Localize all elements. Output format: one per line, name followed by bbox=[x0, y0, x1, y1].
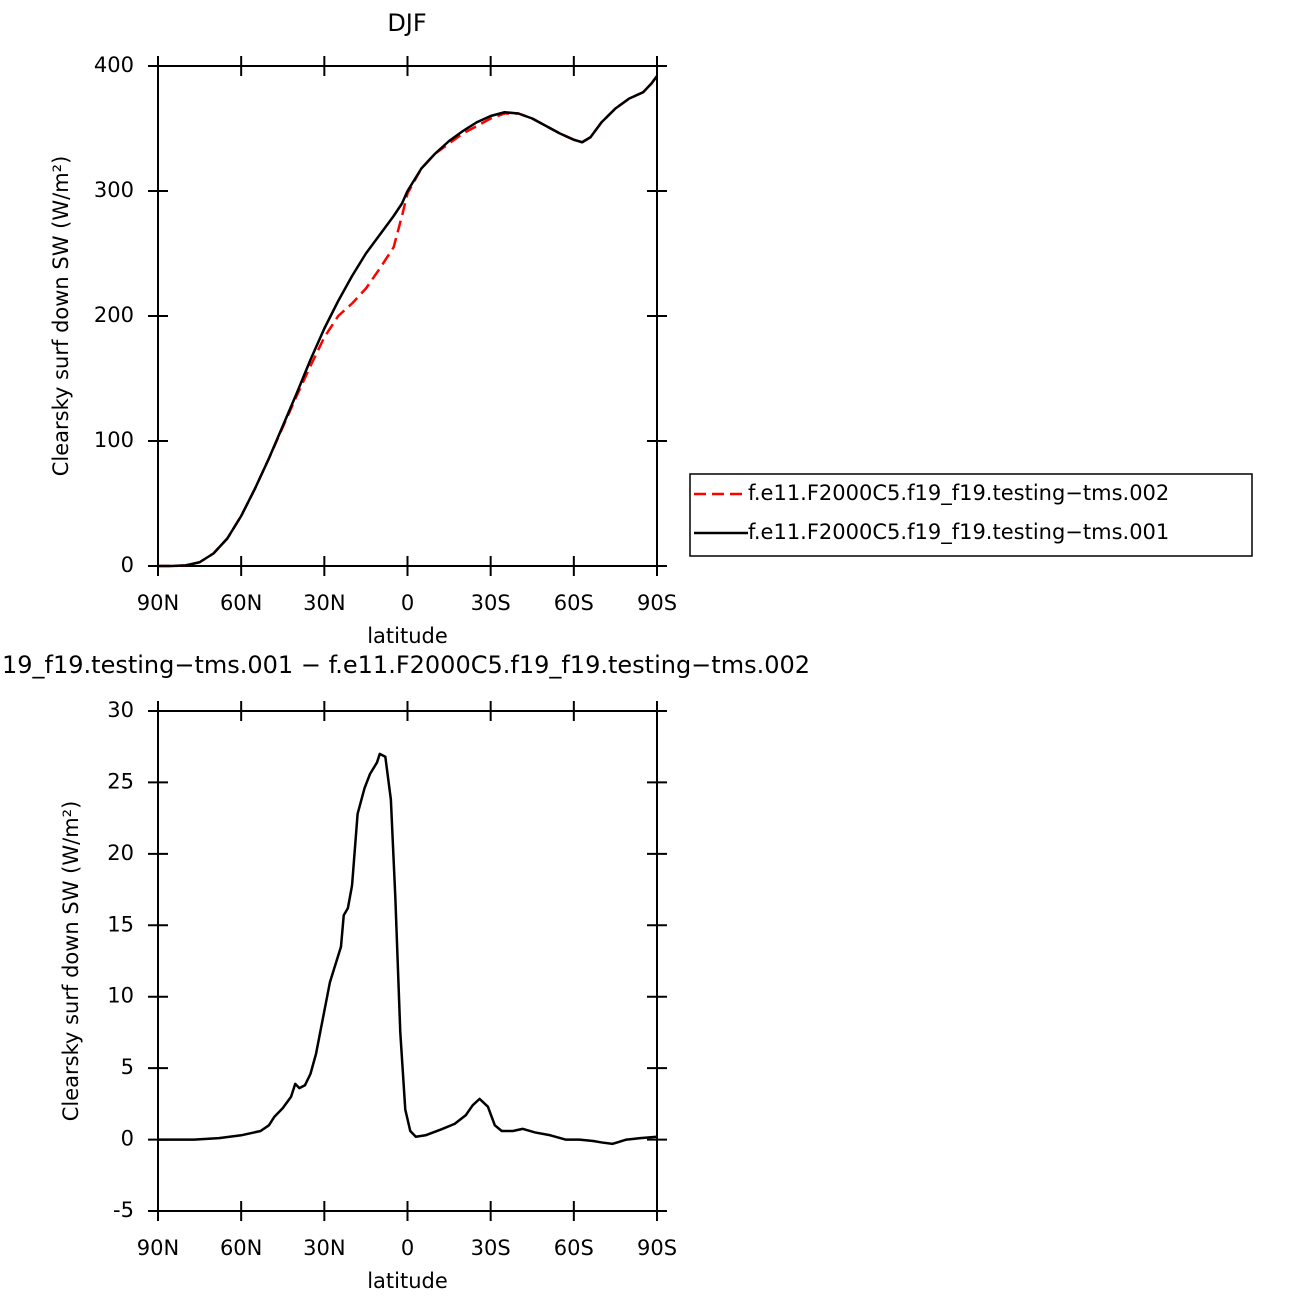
y-tick-label: 15 bbox=[107, 912, 134, 936]
y-tick-label: 400 bbox=[94, 53, 134, 77]
y-tick-label: 25 bbox=[107, 769, 134, 793]
y-axis-label: Clearsky surf down SW (W/m²) bbox=[59, 801, 83, 1122]
legend-box bbox=[689, 473, 1253, 557]
data-line bbox=[158, 752, 658, 1146]
y-tick-label: -5 bbox=[113, 1198, 134, 1222]
x-axis-label: latitude bbox=[367, 1269, 448, 1293]
data-line bbox=[158, 75, 659, 568]
legend-label: f.e11.F2000C5.f19_f19.testing−tms.002 bbox=[748, 481, 1169, 506]
x-tick-label: 90S bbox=[637, 1236, 677, 1260]
x-tick-label: 30S bbox=[471, 591, 511, 615]
data-line bbox=[158, 75, 659, 568]
x-tick-label: 90S bbox=[637, 591, 677, 615]
y-tick-label: 10 bbox=[107, 984, 134, 1008]
x-tick-label: 60N bbox=[220, 591, 262, 615]
x-tick-label: 30S bbox=[471, 1236, 511, 1260]
y-tick-label: 300 bbox=[94, 178, 134, 202]
x-tick-label: 30N bbox=[303, 1236, 345, 1260]
x-tick-label: 90N bbox=[137, 591, 179, 615]
y-tick-label: 0 bbox=[121, 553, 134, 577]
x-tick-label: 60S bbox=[554, 1236, 594, 1260]
y-tick-label: 0 bbox=[121, 1127, 134, 1151]
y-tick-label: 5 bbox=[121, 1055, 134, 1079]
y-tick-label: 30 bbox=[107, 698, 134, 722]
x-tick-label: 90N bbox=[137, 1236, 179, 1260]
x-tick-label: 0 bbox=[401, 591, 414, 615]
chart-title: 19_f19.testing−tms.001 − f.e11.F2000C5.f… bbox=[2, 651, 810, 679]
y-tick-label: 20 bbox=[107, 841, 134, 865]
x-tick-label: 0 bbox=[401, 1236, 414, 1260]
legend-label: f.e11.F2000C5.f19_f19.testing−tms.001 bbox=[748, 520, 1169, 545]
x-tick-label: 60S bbox=[554, 591, 594, 615]
y-axis-label: Clearsky surf down SW (W/m²) bbox=[49, 156, 73, 477]
y-tick-label: 200 bbox=[94, 303, 134, 327]
y-tick-label: 100 bbox=[94, 428, 134, 452]
x-tick-label: 60N bbox=[220, 1236, 262, 1260]
x-tick-label: 30N bbox=[303, 591, 345, 615]
x-axis-label: latitude bbox=[367, 624, 448, 648]
chart-title: DJF bbox=[387, 9, 426, 37]
